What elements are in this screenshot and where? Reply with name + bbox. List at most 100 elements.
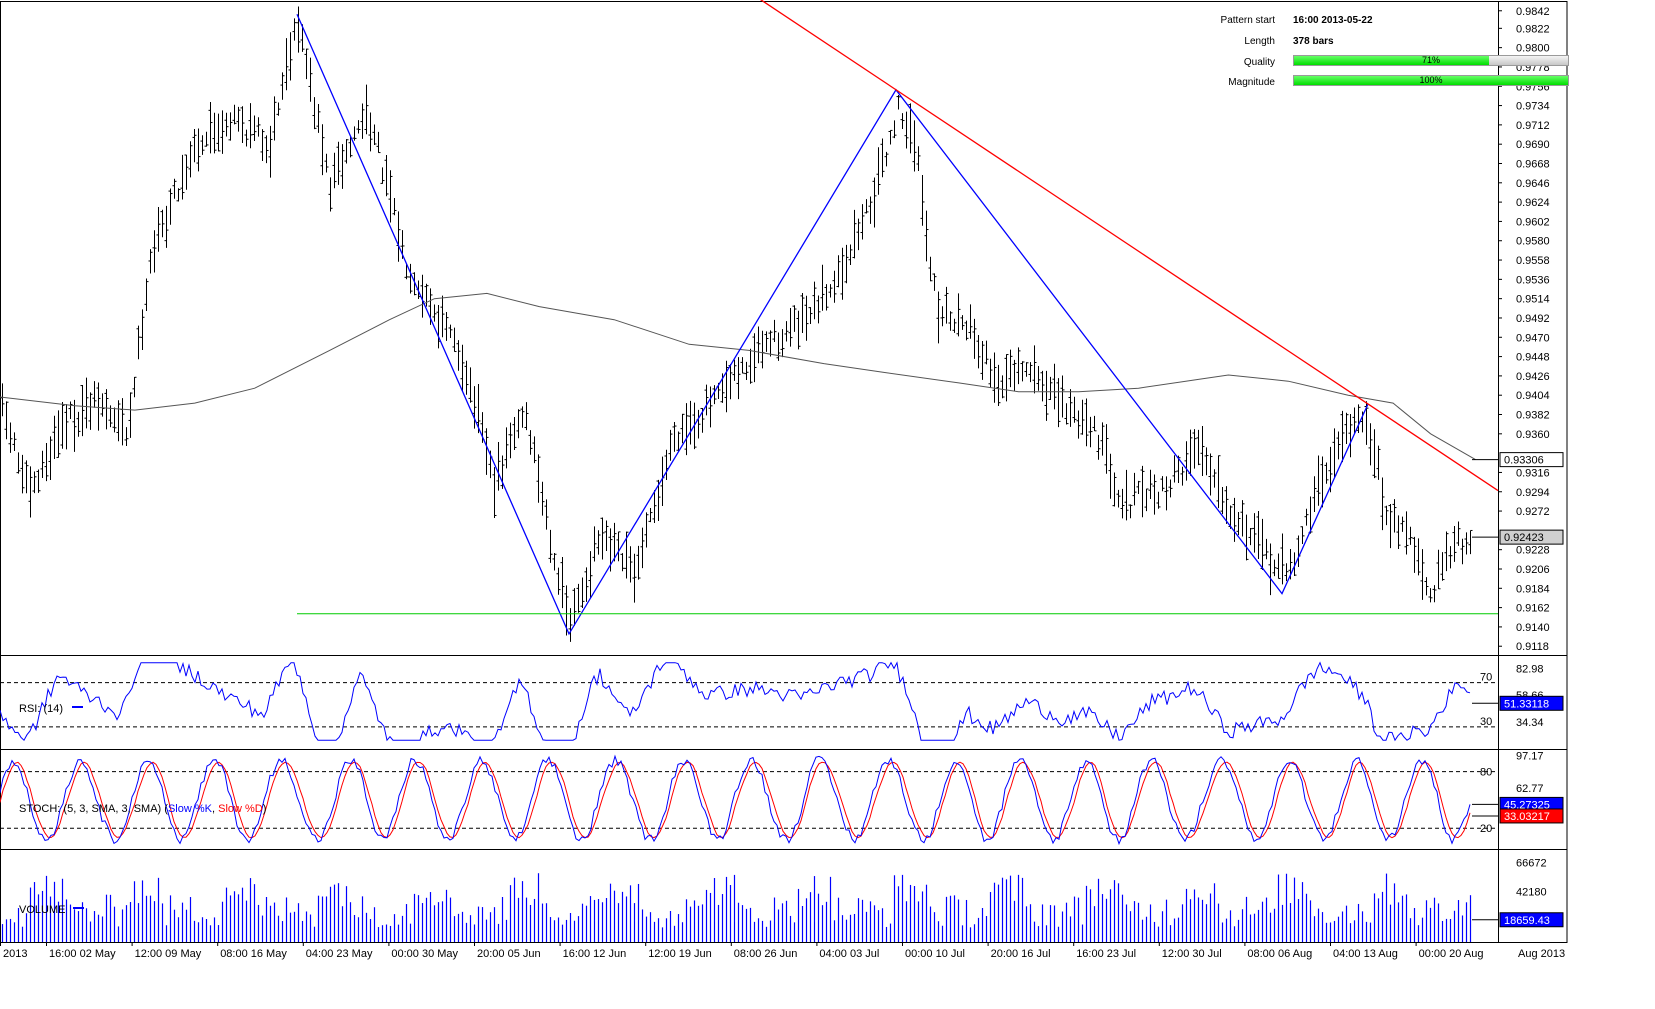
price-tick-label: 0.9140	[1516, 622, 1550, 634]
volume-bars	[1, 873, 1472, 942]
magnitude-label: Magnitude	[1228, 77, 1275, 88]
time-tick-label: 20:00 05 Jun	[477, 948, 541, 960]
time-tick-label: 08:00 16 May	[220, 948, 287, 960]
rsi-tick-label: 34.34	[1516, 717, 1544, 729]
rsi-level-label: 30	[1480, 716, 1492, 728]
length-label: Length	[1244, 36, 1275, 47]
price-tick-label: 0.9712	[1516, 120, 1550, 132]
quality-bar-fill	[1294, 56, 1489, 65]
price-tick-label: 0.9734	[1516, 101, 1550, 113]
rsi-level-label: 70	[1480, 672, 1492, 684]
stoch-level-label: 80	[1480, 767, 1492, 779]
magnitude-bar: 100%	[1293, 75, 1569, 86]
time-tick-label: 04:00 03 Jul	[819, 948, 879, 960]
stoch-d-value-badge-label: 33.03217	[1504, 811, 1550, 823]
stoch-k-value-badge-label: 45.27325	[1504, 799, 1550, 811]
price-tick-label: 0.9536	[1516, 274, 1550, 286]
price-tick-label: 0.9470	[1516, 332, 1550, 344]
time-axis: 2013 16:00 02 May 12:00 09 May 08:00 16 May…	[0, 942, 1565, 960]
time-tick-label: 00:00 20 Aug	[1419, 948, 1484, 960]
volume-tick-label: 66672	[1516, 858, 1547, 870]
stoch-open-paren: (	[164, 803, 168, 815]
price-tick-label: 0.9404	[1516, 390, 1550, 402]
volume-panel	[1, 873, 1472, 942]
stoch-d-legend: Slow %D	[218, 803, 263, 815]
time-tick-label: 16:00 23 Jul	[1076, 948, 1136, 960]
price-tick-label: 0.9184	[1516, 583, 1550, 595]
moving-average-line	[0, 292, 1476, 461]
stoch-params: STOCH: (5, 3, SMA, 3, SMA)	[19, 803, 161, 815]
volume-title: VOLUME	[19, 904, 65, 916]
stoch-panel: 80 20	[0, 754, 1498, 846]
time-tick-label: 12:00 09 May	[135, 948, 202, 960]
value-axes: 0.98420.98220.98000.97780.97560.97340.97…	[1472, 6, 1564, 928]
price-tick-label: 0.9646	[1516, 178, 1550, 190]
rsi-tick-label: 82.98	[1516, 663, 1544, 675]
time-tick-label: 08:00 06 Aug	[1247, 948, 1312, 960]
price-tick-label: 0.9602	[1516, 216, 1550, 228]
volume-tick-label: 42180	[1516, 887, 1547, 899]
price-tick-label: 0.9272	[1516, 506, 1550, 518]
resistance-trend-line	[759, 0, 1499, 492]
rsi-value-badge-label: 51.33118	[1504, 698, 1549, 710]
stoch-k-legend: Slow %K	[168, 803, 213, 815]
time-tick-label: 16:00 02 May	[49, 948, 116, 960]
price-tick-label: 0.9800	[1516, 43, 1550, 55]
time-tick-label: 00:00 30 May	[391, 948, 458, 960]
price-value-badge-label: 0.92423	[1504, 532, 1544, 544]
stoch-d-value-badge-box	[1499, 808, 1564, 824]
rsi-value-badge-box	[1499, 695, 1564, 711]
rsi-line	[0, 661, 1471, 742]
price-tick-label: 0.9294	[1516, 487, 1550, 499]
pattern-zigzag-line	[296, 14, 1369, 636]
price-tick-label: 0.9206	[1516, 564, 1550, 576]
price-tick-label: 0.9624	[1516, 197, 1550, 209]
stoch-d-line	[0, 761, 1471, 839]
price-tick-label: 0.9822	[1516, 23, 1550, 35]
chart-frame	[0, 1, 1568, 943]
volume-value-badge-box	[1499, 912, 1564, 928]
price-tick-label: 0.9316	[1516, 467, 1550, 479]
price-tick-label: 0.9228	[1516, 545, 1550, 557]
quality-label: Quality	[1243, 57, 1275, 68]
stoch-legend-sep: ,	[212, 803, 218, 815]
time-tick-label: 08:00 26 Jun	[734, 948, 798, 960]
stoch-level-label: 20	[1480, 823, 1492, 835]
time-tick-label: 20:00 16 Jul	[991, 948, 1051, 960]
price-tick-label: 0.9162	[1516, 603, 1550, 615]
price-tick-label: 0.9448	[1516, 352, 1550, 364]
time-tick-label: 16:00 12 Jun	[563, 948, 627, 960]
ma-value-badge-label: 0.93306	[1504, 455, 1544, 467]
magnitude-bar-fill	[1294, 76, 1568, 85]
time-axis-right-label: Aug 2013	[1518, 948, 1565, 960]
pattern-start-value: 16:00 2013-05-22	[1293, 15, 1373, 26]
rsi-title: RSI: (14)	[19, 703, 63, 715]
magnitude-bar-text: 100%	[1419, 75, 1443, 85]
price-tick-label: 0.9118	[1516, 641, 1549, 653]
price-panel	[0, 0, 1499, 642]
stoch-k-line	[0, 754, 1471, 846]
time-tick-label: 04:00 23 May	[306, 948, 373, 960]
price-tick-label: 0.9426	[1516, 371, 1550, 383]
price-tick-label: 0.9514	[1516, 294, 1550, 306]
stoch-close-paren: )	[263, 803, 267, 815]
quality-bar: 71%	[1293, 55, 1569, 66]
time-tick-label: 00:00 10 Jul	[905, 948, 965, 960]
price-tick-label: 0.9668	[1516, 158, 1550, 170]
quality-bar-text: 71%	[1421, 55, 1440, 65]
price-tick-label: 0.9558	[1516, 255, 1550, 267]
price-bars	[0, 6, 1473, 642]
stoch-tick-label: 97.17	[1516, 750, 1544, 762]
ma-value-badge-box	[1499, 452, 1564, 468]
time-tick-label: 2013	[3, 948, 27, 960]
price-value-badge-box	[1499, 529, 1564, 545]
volume-legend-swatch	[73, 907, 84, 909]
stoch-tick-label: 62.77	[1516, 783, 1544, 795]
price-tick-label: 0.9690	[1516, 139, 1550, 151]
price-tick-label: 0.9580	[1516, 236, 1550, 248]
volume-value-badge-label: 18659.43	[1504, 915, 1550, 927]
time-tick-label: 12:00 19 Jun	[648, 948, 712, 960]
time-tick-label: 04:00 13 Aug	[1333, 948, 1398, 960]
rsi-legend-swatch	[72, 706, 83, 708]
